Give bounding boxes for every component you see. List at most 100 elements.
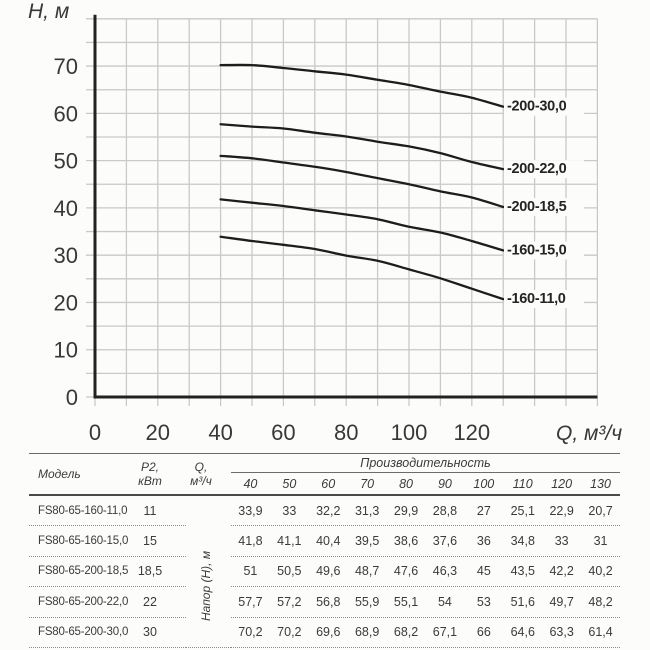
col-header-q: Q, м³/ч: [171, 460, 231, 489]
capacity-col-header: 60: [321, 476, 336, 491]
head-value: 55,9: [354, 594, 380, 609]
head-value: 43,5: [510, 564, 535, 579]
capacity-col-header: 70: [360, 476, 375, 491]
capacity-flow-columns: 40 50 60 70 80 90 100 110 120 130: [231, 473, 620, 494]
head-value: 51,6: [510, 594, 535, 609]
curve-label: -200-22,0: [507, 161, 567, 177]
curve-label-backing: [504, 97, 584, 116]
capacity-col-header: 130: [590, 476, 611, 491]
head-value: 48,2: [588, 594, 613, 609]
table-body: Напор (H), м FS80-65-160-11,0 11 33,9 33 32,…: [29, 496, 620, 648]
x-tick-label: 80: [334, 420, 358, 445]
head-value: 70,2: [238, 625, 263, 640]
curve-label: -200-30,0: [507, 99, 567, 115]
row-model-p2-segment: FS80-65-160-15,0 15: [29, 526, 186, 557]
pump-curve: [219, 123, 505, 171]
head-value: 39,5: [354, 534, 380, 549]
head-value: 57,2: [277, 594, 302, 609]
row-head-values: 33,9 33 32,2 31,3 29,9 28,8 27 25,1 22,9 20,7: [231, 496, 620, 527]
head-value: 61,4: [588, 625, 613, 640]
col-header-p2-line1: P2,: [140, 459, 159, 474]
head-value: 67,1: [432, 625, 458, 640]
head-value: 25,1: [510, 503, 535, 518]
pump-curve: [219, 198, 505, 252]
head-value: 40,4: [316, 534, 341, 549]
power-p2-value: 18,5: [137, 564, 163, 579]
head-value: 32,2: [316, 503, 341, 518]
row-model-p2-segment: FS80-65-200-18,5 18,5: [29, 557, 186, 588]
table-row: FS80-65-200-22,0 22 57,7 57,2 56,8 55,9 55,1 54…: [29, 587, 620, 618]
model-name: FS80-65-160-15,0: [38, 535, 129, 548]
model-name: FS80-65-160-11,0: [38, 504, 128, 517]
table-header: Модель P2, кВт Q, м³/ч Производительност…: [29, 453, 620, 496]
x-axis-title: Q, м³/ч: [556, 422, 622, 445]
head-value: 31,3: [354, 503, 380, 518]
row-head-values: 57,7 57,2 56,8 55,9 55,1 54 53 51,6 49,7 48,2: [231, 587, 620, 618]
table-row: FS80-65-160-15,0 15 41,8 41,1 40,4 39,5 38,6 37…: [29, 526, 620, 557]
capacity-col-header: 120: [551, 476, 573, 491]
capacity-group-title: Производительность: [231, 454, 620, 473]
head-value: 40,2: [588, 564, 613, 579]
y-tick-label: 0: [66, 385, 78, 410]
x-tick-label: 20: [146, 420, 170, 445]
capacity-col-header: 80: [399, 476, 413, 491]
head-value: 66: [476, 625, 491, 640]
x-tick-label: 120: [453, 420, 490, 445]
head-value: 68,2: [393, 625, 419, 640]
performance-table: Модель P2, кВт Q, м³/ч Производительност…: [29, 453, 620, 648]
row-head-values: 70,2 70,2 69,6 68,9 68,2 67,1 66 64,6 63,3 61,4: [231, 618, 620, 648]
head-value: 41,8: [238, 534, 263, 549]
head-value: 28,8: [432, 503, 458, 518]
curve-label: -160-11,0: [507, 291, 566, 307]
head-value: 29,9: [393, 503, 419, 518]
power-p2-value: 30: [143, 625, 157, 640]
head-value: 27: [476, 503, 491, 518]
row-gap-segment: [186, 496, 231, 526]
head-value: 33: [554, 534, 569, 549]
model-name: FS80-65-200-22,0: [38, 595, 129, 608]
col-header-p2-line2: кВт: [138, 474, 162, 488]
model-name: FS80-65-200-30,0: [38, 626, 129, 639]
row-head-values: 41,8 41,1 40,4 39,5 38,6 37,6 36 34,8 33 31: [231, 526, 620, 557]
y-tick-label: 50: [54, 149, 78, 174]
col-group-capacity: Производительность 40 50 60 70 80 90 100 110 120…: [231, 454, 620, 494]
row-model-p2-segment: FS80-65-200-22,0 22: [29, 587, 186, 618]
x-tick-label: 40: [208, 420, 232, 445]
capacity-col-header: 40: [243, 476, 258, 491]
pump-curve: [219, 235, 505, 301]
y-tick-label: 20: [54, 290, 78, 315]
head-value: 54: [437, 594, 452, 609]
head-value: 41,1: [277, 534, 302, 549]
capacity-col-header: 50: [282, 476, 297, 491]
head-value: 38,6: [393, 534, 419, 549]
table-row: FS80-65-200-30,0 30 70,2 70,2 69,6 68,9 68,2 67…: [29, 618, 620, 648]
col-header-model: Модель: [38, 467, 81, 481]
head-value: 64,6: [510, 625, 535, 640]
y-axis-title: H, м: [28, 0, 69, 23]
head-value: 33,9: [238, 503, 263, 518]
head-value: 34,8: [510, 534, 535, 549]
table-row: FS80-65-160-11,0 11 33,9 33 32,2 31,3 29,9 28,8…: [29, 496, 620, 527]
table-row: FS80-65-200-18,5 18,5 51 50,5 49,6 48,7 47,6 46…: [29, 557, 620, 588]
curve-label-backing: [504, 290, 584, 309]
head-value: 69,6: [316, 625, 341, 640]
power-p2-value: 11: [143, 503, 157, 518]
row-gap-segment: [186, 618, 231, 648]
y-tick-label: 70: [54, 54, 78, 79]
head-value: 47,6: [393, 564, 419, 579]
head-value: 33: [282, 503, 297, 518]
col-header-q-line1: Q,: [194, 459, 208, 474]
head-value: 49,7: [549, 594, 574, 609]
head-value: 48,7: [354, 564, 380, 579]
head-value: 63,3: [549, 625, 574, 640]
head-value: 36: [476, 534, 491, 549]
power-p2-value: 22: [143, 594, 157, 609]
power-p2-value: 15: [143, 534, 157, 549]
y-tick-label: 40: [54, 196, 78, 221]
curve-label-backing: [504, 160, 584, 179]
head-value: 42,2: [549, 564, 574, 579]
col-header-q-line2: м³/ч: [190, 474, 212, 488]
head-value: 22,9: [549, 503, 574, 518]
x-tick-label: 100: [391, 420, 428, 445]
head-value: 51: [243, 564, 258, 579]
